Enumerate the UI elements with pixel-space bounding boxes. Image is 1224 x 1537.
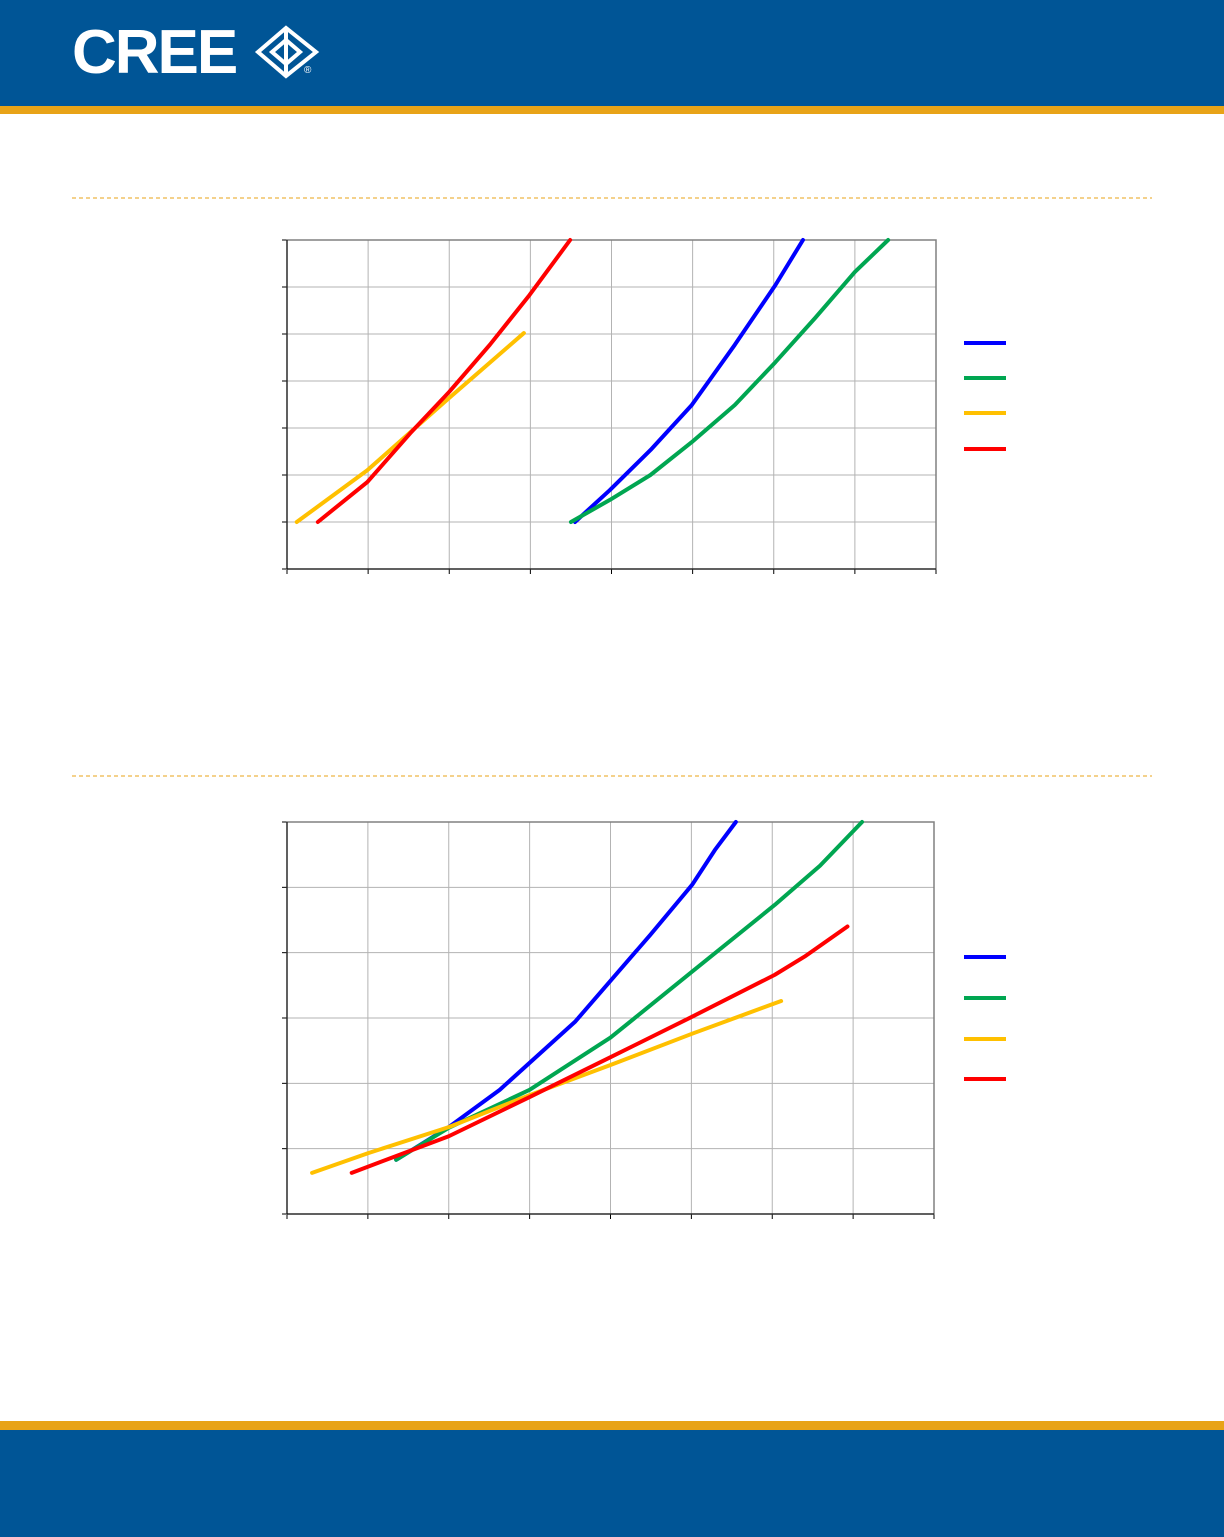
logo-mark [254,25,320,79]
series-line [315,238,573,524]
header-band [0,0,1224,106]
registered-mark: ® [304,65,312,76]
footer-stripe [0,1421,1224,1430]
series-line [394,820,738,1162]
logo-text: CREE [72,18,236,87]
series-line [394,820,865,1162]
series-line [572,238,805,524]
footer-band [0,1430,1224,1537]
header-stripe [0,106,1224,114]
series-line [568,238,891,524]
series-line [349,924,850,1175]
